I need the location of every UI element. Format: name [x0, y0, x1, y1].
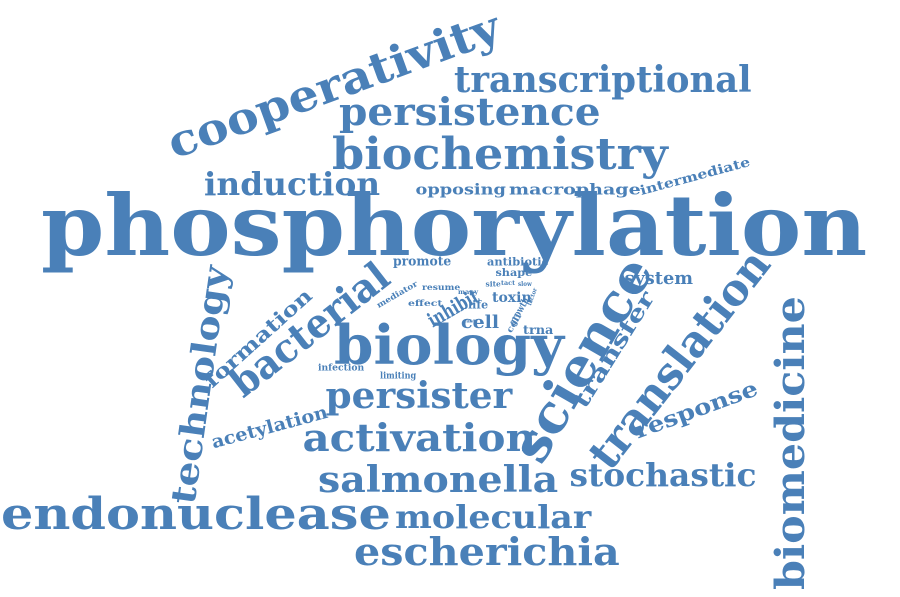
word-system: system	[624, 268, 694, 289]
word-many: many	[458, 289, 479, 296]
word-promote: promote	[393, 254, 452, 270]
word-activation: activation	[302, 415, 536, 460]
word-phosphorylation: phosphorylation	[41, 176, 868, 275]
word-slow: slow	[518, 281, 532, 288]
word-site: site	[485, 279, 501, 289]
word-escherichia: escherichia	[354, 529, 620, 574]
word-effect: effect	[408, 298, 443, 308]
word-macrophage: macrophage	[509, 180, 641, 199]
word-tact: tact	[501, 280, 516, 287]
word-toxin: toxin	[492, 290, 532, 306]
word-endonuclease: endonuclease	[0, 489, 391, 540]
word-biochemistry: biochemistry	[332, 129, 668, 180]
word-stochastic: stochastic	[569, 456, 757, 494]
word-persistence: persistence	[338, 89, 601, 134]
word-life: life	[468, 298, 489, 312]
word-resume: resume	[422, 282, 461, 292]
word-biology: biology	[333, 313, 564, 377]
word-cell: cell	[460, 312, 500, 333]
word-persister: persister	[325, 375, 513, 417]
word-molecular: molecular	[394, 498, 592, 536]
word-shape: shape	[495, 268, 533, 279]
word-salmonella: salmonella	[317, 459, 559, 501]
word-fast: fast	[464, 318, 476, 325]
word-limiting: limiting	[380, 371, 417, 382]
word-transcriptional: transcriptional	[453, 59, 752, 101]
word-antibiotic: antibiotic	[487, 255, 549, 269]
word-biomedicine: biomedicine	[767, 296, 814, 591]
word-opposing: opposing	[415, 180, 506, 199]
word-trna: trna	[523, 323, 554, 337]
word-induction: induction	[203, 165, 381, 203]
word-infection: infection	[318, 363, 365, 374]
